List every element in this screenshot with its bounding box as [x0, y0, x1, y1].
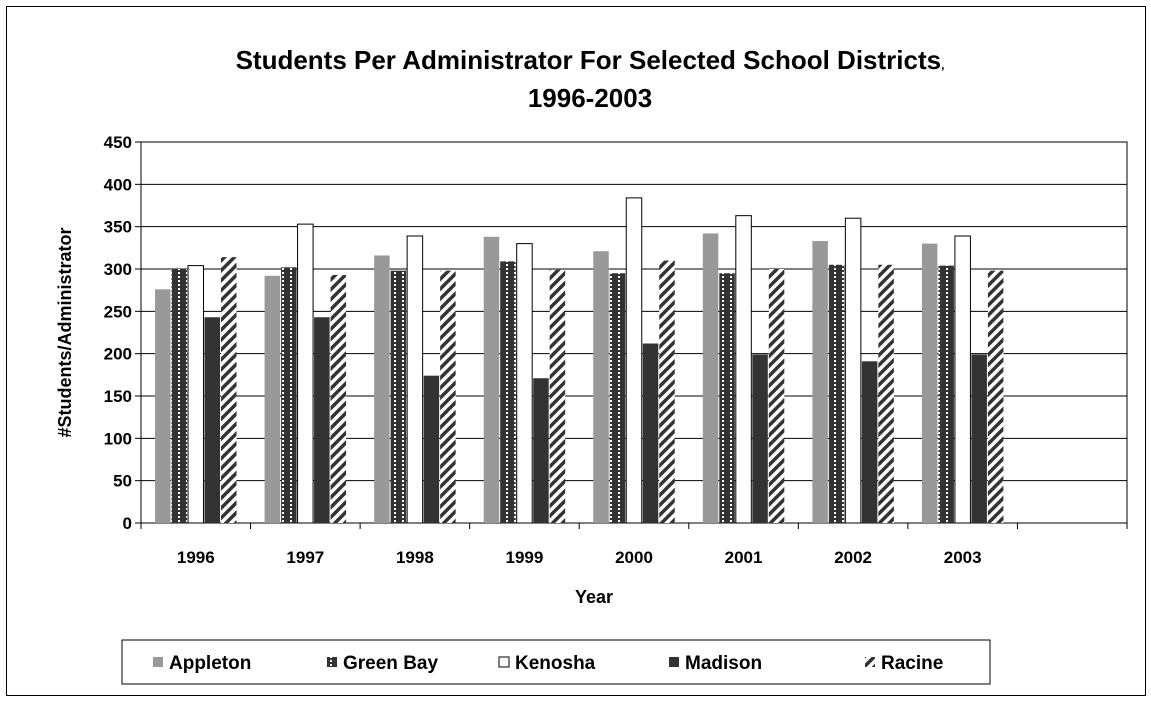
bar-racine-1996 [221, 257, 237, 523]
y-tick-label: 100 [104, 429, 132, 448]
bar-appleton-2000 [593, 251, 609, 523]
bar-green-bay-2001 [719, 273, 735, 523]
bar-kenosha-2003 [954, 235, 971, 524]
bar-appleton-1996 [155, 289, 171, 523]
bar-madison-2003 [971, 354, 987, 523]
bar-racine-2002 [878, 264, 894, 523]
bar-kenosha-1996 [187, 265, 205, 524]
bar-madison-2002 [861, 361, 878, 523]
legend-box [121, 639, 991, 685]
bar-madison-1999 [533, 378, 549, 523]
chart-canvas: Students Per Administrator For Selected … [55, 45, 1128, 685]
bar-madison-1997 [314, 317, 330, 523]
x-tick-label: 2002 [834, 548, 872, 567]
bar-green-bay-1999 [500, 261, 516, 523]
legend-swatch-kenosha [498, 656, 510, 668]
bar-appleton-1997 [264, 275, 281, 523]
bar-racine-1999 [549, 269, 566, 523]
chart-subtitle: 1996-2003 [528, 83, 652, 113]
y-tick-label: 300 [104, 260, 132, 279]
y-tick-label: 50 [113, 472, 132, 491]
y-tick-label: 250 [104, 302, 132, 321]
y-tick-label: 200 [104, 345, 132, 364]
bar-green-bay-1998 [390, 270, 407, 523]
bar-madison-1998 [423, 375, 440, 523]
bar-kenosha-1998 [406, 235, 424, 524]
bar-green-bay-2000 [609, 273, 626, 523]
x-tick-label: 2000 [615, 548, 653, 567]
y-tick-label: 350 [104, 218, 132, 237]
bar-racine-2001 [768, 269, 785, 523]
bar-green-bay-1996 [171, 269, 188, 523]
x-tick-label: 2003 [944, 548, 982, 567]
chart-title: Students Per Administrator For Selected … [236, 45, 945, 75]
plot-area: 0 50 100 150 200 250 300 350 400 450 1996 1997 1998 1… [55, 133, 1128, 607]
bar-kenosha-1997 [297, 223, 314, 524]
bar-appleton-2003 [921, 243, 938, 523]
legend-label-appleton: Appleton [169, 653, 251, 674]
x-tick-label: 2001 [725, 548, 763, 567]
bar-appleton-1998 [374, 255, 390, 523]
legend-swatch-madison [669, 657, 679, 667]
chart-title-group: Students Per Administrator For Selected … [236, 45, 945, 113]
bar-madison-2001 [752, 354, 768, 523]
bar-kenosha-1999 [516, 243, 533, 524]
bar-madison-1996 [204, 317, 221, 523]
legend: Appleton Green Bay Kenosha Madison Racine [121, 639, 991, 685]
legend-swatch-appleton [153, 657, 163, 667]
chart-frame: Students Per Administrator For Selected … [6, 6, 1146, 696]
bar-kenosha-2002 [844, 217, 862, 524]
y-tick-label: 400 [104, 175, 132, 194]
legend-label-madison: Madison [685, 653, 762, 674]
bar-racine-2000 [659, 260, 675, 523]
legend-swatch-green-bay [327, 657, 337, 667]
y-tick-label: 450 [104, 133, 132, 152]
bar-appleton-1999 [483, 236, 500, 523]
bar-appleton-2001 [702, 233, 719, 523]
chart-title-suffix: , [941, 58, 944, 72]
legend-label-green-bay: Green Bay [343, 653, 438, 674]
bar-kenosha-2000 [625, 197, 643, 524]
y-tick-label: 150 [104, 387, 132, 406]
chart-title-main: Students Per Administrator For Selected … [236, 45, 942, 75]
bar-madison-2000 [642, 343, 659, 523]
bar-racine-1998 [440, 270, 456, 523]
bar-green-bay-1997 [281, 267, 297, 523]
x-tick-label: 1997 [286, 548, 324, 567]
x-tick-label: 1996 [177, 548, 215, 567]
legend-swatch-racine [865, 657, 875, 667]
bar-green-bay-2003 [938, 265, 954, 523]
x-tick-label: 1998 [396, 548, 434, 567]
x-axis-title: Year [575, 587, 613, 607]
legend-label-racine: Racine [881, 653, 943, 674]
bar-green-bay-2002 [828, 264, 845, 523]
bar-kenosha-2001 [735, 215, 752, 524]
bar-racine-1997 [330, 274, 347, 523]
y-axis-title: #Students/Administrator [55, 227, 75, 437]
bar-appleton-2002 [812, 241, 828, 523]
x-tick-label: 1999 [506, 548, 544, 567]
bar-racine-2003 [987, 270, 1004, 523]
legend-label-kenosha: Kenosha [515, 653, 596, 674]
y-tick-label: 0 [123, 514, 132, 533]
